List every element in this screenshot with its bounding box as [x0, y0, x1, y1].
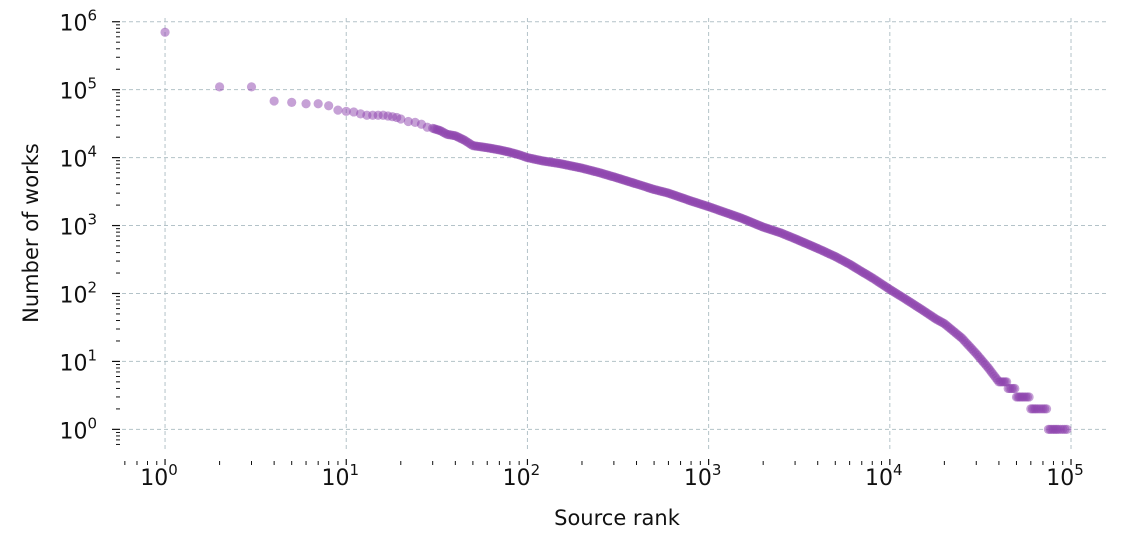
minor-tick-marks: [112, 21, 1072, 465]
data-point: [313, 99, 323, 109]
y-tick-label: 104: [59, 143, 97, 173]
y-tick-label: 100: [59, 414, 97, 444]
x-tick-label: 101: [321, 461, 359, 491]
data-point: [403, 116, 413, 127]
data-point: [324, 101, 334, 111]
data-point: [287, 97, 297, 107]
x-tick-label: 102: [503, 461, 541, 491]
data-point: [1041, 404, 1052, 414]
data-point: [333, 105, 343, 115]
data-point: [1010, 383, 1020, 394]
y-tick-label: 103: [59, 211, 97, 241]
x-tick-label: 100: [140, 461, 178, 491]
data-point: [396, 114, 406, 124]
tick-labels: 100 101 102 103 104 105 100 101 102 103 104 105 106: [59, 7, 1083, 491]
data-point: [246, 82, 257, 92]
x-tick-label: 103: [684, 461, 722, 491]
x-tick-label: 105: [1046, 461, 1084, 491]
data-point: [269, 96, 279, 106]
data-point: [301, 99, 311, 109]
data-points: [160, 27, 1072, 434]
data-point: [341, 106, 351, 116]
x-tick-label: 104: [865, 461, 903, 491]
data-point: [214, 82, 225, 92]
grid-lines: [122, 18, 1108, 451]
y-tick-label: 106: [59, 7, 97, 37]
y-tick-label: 102: [59, 278, 97, 308]
data-point: [1024, 392, 1034, 402]
data-point: [160, 27, 170, 37]
y-axis-title: Number of works: [19, 143, 43, 323]
data-point: [1060, 424, 1070, 434]
y-tick-label: 105: [59, 75, 97, 105]
y-tick-label: 101: [59, 346, 97, 376]
x-axis-title: Source rank: [554, 506, 681, 530]
